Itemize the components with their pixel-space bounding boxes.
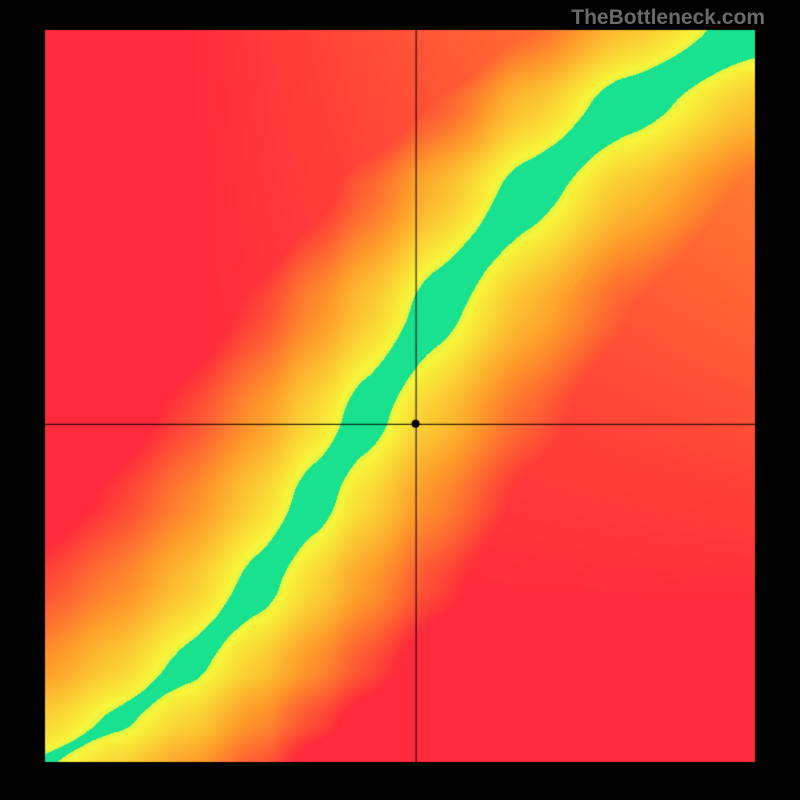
watermark-text: TheBottleneck.com <box>571 6 765 30</box>
heatmap-canvas <box>0 0 800 800</box>
chart-container: TheBottleneck.com <box>0 0 800 800</box>
